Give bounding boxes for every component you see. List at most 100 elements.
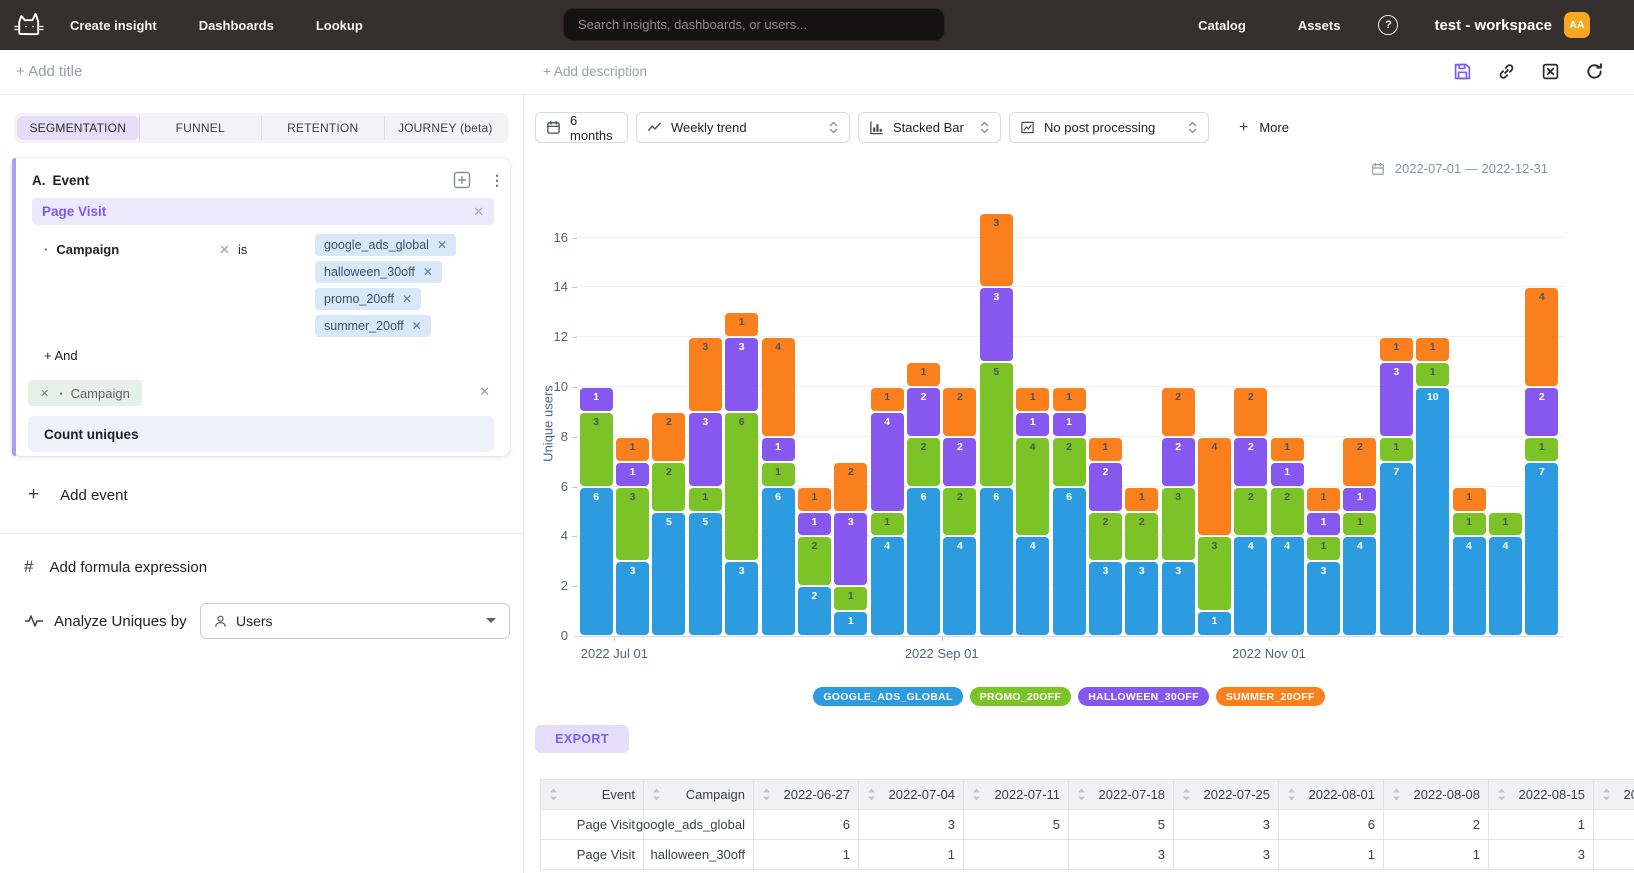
bar-segment-halloween_30off[interactable]: 1 [1271,463,1304,486]
bar-segment-summer_20off[interactable]: 4 [762,338,795,436]
bar-segment-halloween_30off[interactable]: 2 [1234,438,1267,486]
bar-segment-halloween_30off[interactable]: 1 [762,438,795,461]
analyze-by-select[interactable]: Users [200,603,510,639]
stacked-bar[interactable]: 4141 [871,212,904,636]
legend-pill-google_ads_global[interactable]: GOOGLE_ADS_GLOBAL [813,687,962,706]
bar-segment-promo_20off[interactable]: 2 [1125,513,1158,561]
bar-segment-halloween_30off[interactable]: 2 [1162,438,1195,486]
nav-item-dashboards[interactable]: Dashboards [199,18,274,33]
legend-pill-summer_20off[interactable]: SUMMER_20OFF [1216,687,1325,706]
bar-segment-promo_20off[interactable]: 3 [1198,537,1231,610]
column-header-2022-07-25[interactable]: 2022-07-25 [1174,780,1279,810]
stacked-bar[interactable]: 411 [1453,212,1486,636]
bar-segment-summer_20off[interactable]: 4 [1525,288,1558,386]
stacked-bar[interactable]: 6114 [762,212,795,636]
tab-funnel[interactable]: FUNNEL [139,116,262,140]
stacked-bar[interactable]: 1132 [834,212,867,636]
bar-segment-promo_20off[interactable]: 1 [1307,537,1340,560]
stacked-bar[interactable]: 4211 [1271,212,1304,636]
stacked-bar[interactable]: 631 [580,212,613,636]
stacked-bar[interactable]: 41 [1489,212,1522,636]
add-filter-icon[interactable] [453,171,471,189]
stacked-bar[interactable]: 2211 [798,212,831,636]
bar-segment-promo_20off[interactable]: 4 [1016,438,1049,536]
bar-segment-summer_20off[interactable]: 1 [616,438,649,461]
bar-segment-summer_20off[interactable]: 2 [652,413,685,461]
bar-segment-promo_20off[interactable]: 2 [943,488,976,536]
bar-segment-google_ads_global[interactable]: 4 [871,537,904,635]
stacked-bar[interactable]: 6211 [1053,212,1086,636]
bar-segment-google_ads_global[interactable]: 7 [1525,463,1558,635]
bar-segment-promo_20off[interactable]: 2 [798,537,831,585]
bar-segment-summer_20off[interactable]: 2 [1234,388,1267,436]
tab-retention[interactable]: RETENTION [261,116,384,140]
bar-segment-summer_20off[interactable]: 3 [689,338,722,411]
filter-property[interactable]: Campaign [56,242,119,257]
bar-segment-promo_20off[interactable]: 1 [871,513,904,536]
bar-segment-summer_20off[interactable]: 1 [1125,488,1158,511]
bar-segment-summer_20off[interactable]: 1 [1053,388,1086,411]
bar-segment-google_ads_global[interactable]: 5 [652,513,685,636]
bar-segment-summer_20off[interactable]: 2 [1343,438,1376,486]
bar-segment-promo_20off[interactable]: 6 [725,413,758,560]
bar-segment-google_ads_global[interactable]: 3 [725,562,758,635]
bar-segment-google_ads_global[interactable]: 2 [798,587,831,635]
add-and-condition[interactable]: + And [44,348,78,363]
bar-segment-promo_20off[interactable]: 1 [834,587,867,610]
bar-segment-google_ads_global[interactable]: 3 [1125,562,1158,635]
bar-segment-promo_20off[interactable]: 1 [1416,363,1449,386]
bar-segment-promo_20off[interactable]: 2 [652,463,685,511]
stacked-bar[interactable]: 321 [1125,212,1158,636]
bar-segment-promo_20off[interactable]: 1 [1525,438,1558,461]
stacked-bar[interactable]: 6533 [980,212,1013,636]
bar-segment-promo_20off[interactable]: 1 [1453,513,1486,536]
bar-segment-halloween_30off[interactable]: 3 [980,288,1013,361]
remove-value-icon[interactable]: ✕ [423,265,433,279]
bar-segment-google_ads_global[interactable]: 6 [580,488,613,635]
bar-segment-halloween_30off[interactable]: 3 [834,513,867,586]
bar-segment-google_ads_global[interactable]: 7 [1380,463,1413,635]
workspace-name[interactable]: test - workspace [1434,17,1552,34]
bar-segment-google_ads_global[interactable]: 4 [1489,537,1522,635]
remove-event-icon[interactable]: ✕ [473,204,484,220]
stacked-bar[interactable]: 3631 [725,212,758,636]
nav-item-create-insight[interactable]: Create insight [70,18,157,33]
bar-segment-halloween_30off[interactable]: 1 [1016,413,1049,436]
bar-segment-promo_20off[interactable]: 5 [980,363,1013,486]
bar-segment-google_ads_global[interactable]: 1 [1198,612,1231,635]
bar-segment-summer_20off[interactable]: 1 [725,313,758,336]
bar-segment-promo_20off[interactable]: 2 [907,438,940,486]
add-event-button[interactable]: + Add event [28,484,128,506]
save-icon[interactable] [1453,62,1472,81]
stacked-bar[interactable]: 3311 [616,212,649,636]
bar-segment-halloween_30off[interactable]: 4 [871,413,904,511]
legend-pill-halloween_30off[interactable]: HALLOWEEN_30OFF [1078,687,1209,706]
bar-segment-summer_20off[interactable]: 1 [1307,488,1340,511]
stacked-bar[interactable]: 4222 [943,212,976,636]
stacked-bar[interactable]: 5133 [689,212,722,636]
bar-segment-google_ads_global[interactable]: 3 [1307,562,1340,635]
filter-value-chip[interactable]: google_ads_global✕ [315,234,456,256]
bar-segment-summer_20off[interactable]: 1 [1271,438,1304,461]
help-icon[interactable]: ? [1378,15,1398,35]
aggregation-selector[interactable]: Count uniques [28,416,494,452]
bar-segment-summer_20off[interactable]: 2 [943,388,976,436]
stacked-bar[interactable]: 7131 [1380,212,1413,636]
remove-value-icon[interactable]: ✕ [412,319,422,333]
search-input[interactable] [563,8,945,41]
column-header-2022-08-22[interactable]: 2022-08-22 [1594,780,1634,810]
bar-segment-google_ads_global[interactable]: 3 [1162,562,1195,635]
bar-segment-summer_20off[interactable]: 3 [980,214,1013,287]
bar-segment-halloween_30off[interactable]: 2 [1089,463,1122,511]
bar-segment-halloween_30off[interactable]: 2 [943,438,976,486]
trend-select[interactable]: Weekly trend [636,112,850,143]
bar-segment-google_ads_global[interactable]: 4 [943,537,976,635]
stacked-bar[interactable]: 4222 [1234,212,1267,636]
bar-segment-google_ads_global[interactable]: 5 [689,513,722,636]
bar-segment-summer_20off[interactable]: 2 [834,463,867,511]
bar-segment-promo_20off[interactable]: 3 [1162,488,1195,561]
bar-segment-google_ads_global[interactable]: 6 [1053,488,1086,635]
bar-segment-summer_20off[interactable]: 1 [1416,338,1449,361]
event-menu-icon[interactable]: ⋮ [490,177,496,183]
bar-segment-halloween_30off[interactable]: 1 [798,513,831,536]
